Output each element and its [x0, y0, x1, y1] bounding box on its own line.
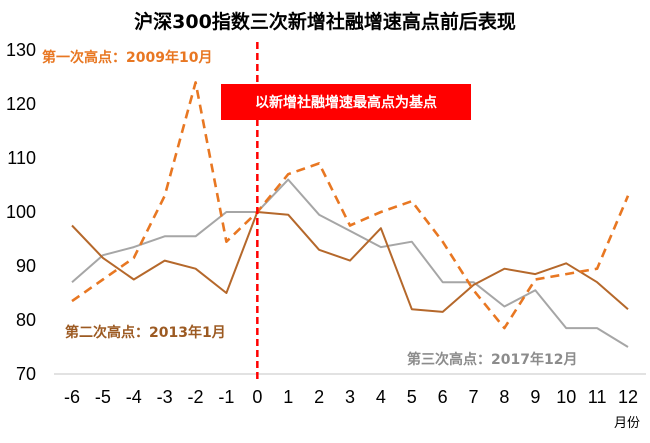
y-tick-label: 110 — [7, 148, 36, 168]
y-tick-label: 90 — [16, 256, 36, 276]
x-tick-label: -3 — [157, 387, 173, 407]
x-tick-label: 2 — [314, 387, 324, 407]
x-tick-label: -1 — [218, 387, 234, 407]
x-axis-ticks: -6 -5 -4 -3 -2 -1 0 1 2 3 4 5 6 7 8 9 10 11 12 — [64, 387, 638, 407]
y-tick-label: 100 — [6, 202, 36, 222]
x-tick-label: -6 — [64, 387, 80, 407]
first-peak-annotation: 第一次高点：2009年10月 — [42, 49, 212, 66]
x-tick-label: 5 — [407, 387, 417, 407]
x-tick-label: -5 — [95, 387, 111, 407]
x-tick-label: 7 — [469, 387, 479, 407]
y-axis-ticks: 70 80 90 100 110 120 130 — [6, 40, 36, 384]
y-tick-label: 80 — [16, 310, 36, 330]
x-tick-label: 3 — [345, 387, 355, 407]
second-peak-annotation: 第二次高点：2013年1月 — [65, 324, 226, 341]
x-axis-unit-label: 月份 — [614, 416, 640, 431]
x-tick-label: 0 — [252, 387, 262, 407]
x-tick-label: 10 — [556, 387, 576, 407]
series-line-1 — [71, 81, 630, 330]
base-point-banner — [221, 84, 471, 120]
chart-title: 沪深300指数三次新增社融增速高点前后表现 — [134, 10, 516, 33]
base-point-banner-label: 以新增社融增速最高点为基点 — [255, 94, 437, 111]
series-line-2 — [71, 211, 629, 313]
x-tick-label: 12 — [618, 387, 638, 407]
x-tick-label: 11 — [588, 387, 607, 407]
x-tick-label: -2 — [188, 387, 204, 407]
y-tick-label: 130 — [6, 40, 36, 60]
x-tick-label: 1 — [283, 387, 293, 407]
x-tick-label: 4 — [376, 387, 386, 407]
x-tick-label: 6 — [438, 387, 448, 407]
x-tick-label: 8 — [499, 387, 509, 407]
third-peak-annotation: 第三次高点：2017年12月 — [407, 351, 577, 368]
x-tick-label: -4 — [126, 387, 142, 407]
y-tick-label: 120 — [6, 94, 36, 114]
x-tick-label: 9 — [530, 387, 540, 407]
series-line-3 — [71, 178, 629, 348]
y-tick-label: 70 — [16, 364, 36, 384]
series-layer — [71, 81, 630, 348]
